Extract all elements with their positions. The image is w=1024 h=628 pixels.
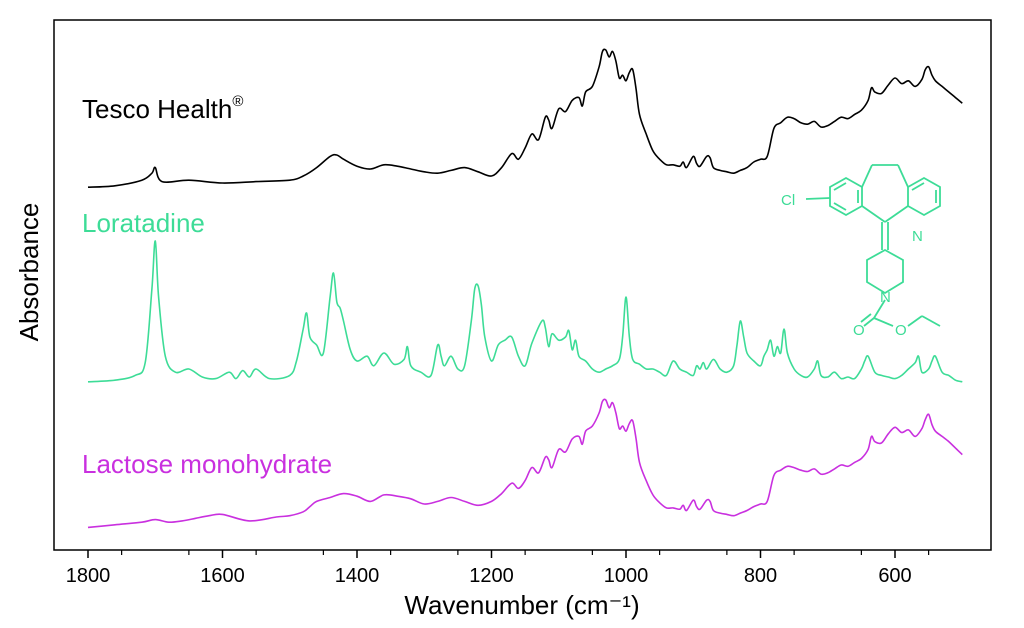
- x-tick-label: 600: [878, 565, 911, 587]
- atom-n-piperidine: N: [880, 289, 891, 306]
- x-tick-label: 1400: [335, 565, 380, 587]
- x-axis-ticks: 1800 1600 1400 1200 1000 800 600: [66, 550, 930, 587]
- series-label-loratadine: Loratadine: [82, 208, 205, 238]
- x-tick-label: 1000: [604, 565, 649, 587]
- x-tick-label: 800: [744, 565, 777, 587]
- series-line-tesco-health: [87, 48, 963, 188]
- atom-n-ring: N: [912, 228, 923, 245]
- bridge-bond: [861, 164, 873, 188]
- series-label-lactose: Lactose monohydrate: [82, 449, 332, 479]
- cl-bond: [805, 197, 831, 200]
- carbamate-bond: [873, 299, 886, 319]
- piperidine-ring: [866, 248, 904, 295]
- series-line-lactose-monohydrate: [87, 398, 963, 529]
- benzene-double-bond: [833, 202, 847, 211]
- y-axis-title: Absorbance: [14, 203, 44, 342]
- series-lines: [87, 48, 963, 529]
- loratadine-structure: [805, 164, 941, 327]
- bridge-bond: [897, 164, 909, 188]
- x-tick-label: 1800: [66, 565, 111, 587]
- registered-mark: ®: [232, 93, 243, 110]
- x-tick-label: 1200: [469, 565, 514, 587]
- atom-o-ester: O: [895, 322, 907, 339]
- x-tick-label: 1600: [200, 565, 245, 587]
- carbamate-double-bond: [863, 317, 875, 327]
- ethyl-bond: [907, 315, 923, 327]
- series-line-loratadine: [87, 240, 963, 383]
- atom-cl: Cl: [781, 192, 795, 209]
- x-axis-title: Wavenumber (cm⁻¹): [404, 590, 639, 620]
- central-bond: [884, 205, 909, 223]
- benzene-double-bond: [833, 182, 847, 191]
- pyridine-double-bond: [911, 182, 925, 191]
- series-name-tesco: Tesco Health: [82, 94, 232, 124]
- carbamate-double-bond: [860, 313, 872, 323]
- plot-frame: [53, 19, 992, 551]
- series-label-tesco: Tesco Health®: [82, 93, 243, 124]
- ester-bond: [873, 317, 894, 327]
- central-bond: [861, 205, 886, 223]
- ethyl-bond: [921, 315, 941, 327]
- atom-o-carbonyl: O: [853, 322, 865, 339]
